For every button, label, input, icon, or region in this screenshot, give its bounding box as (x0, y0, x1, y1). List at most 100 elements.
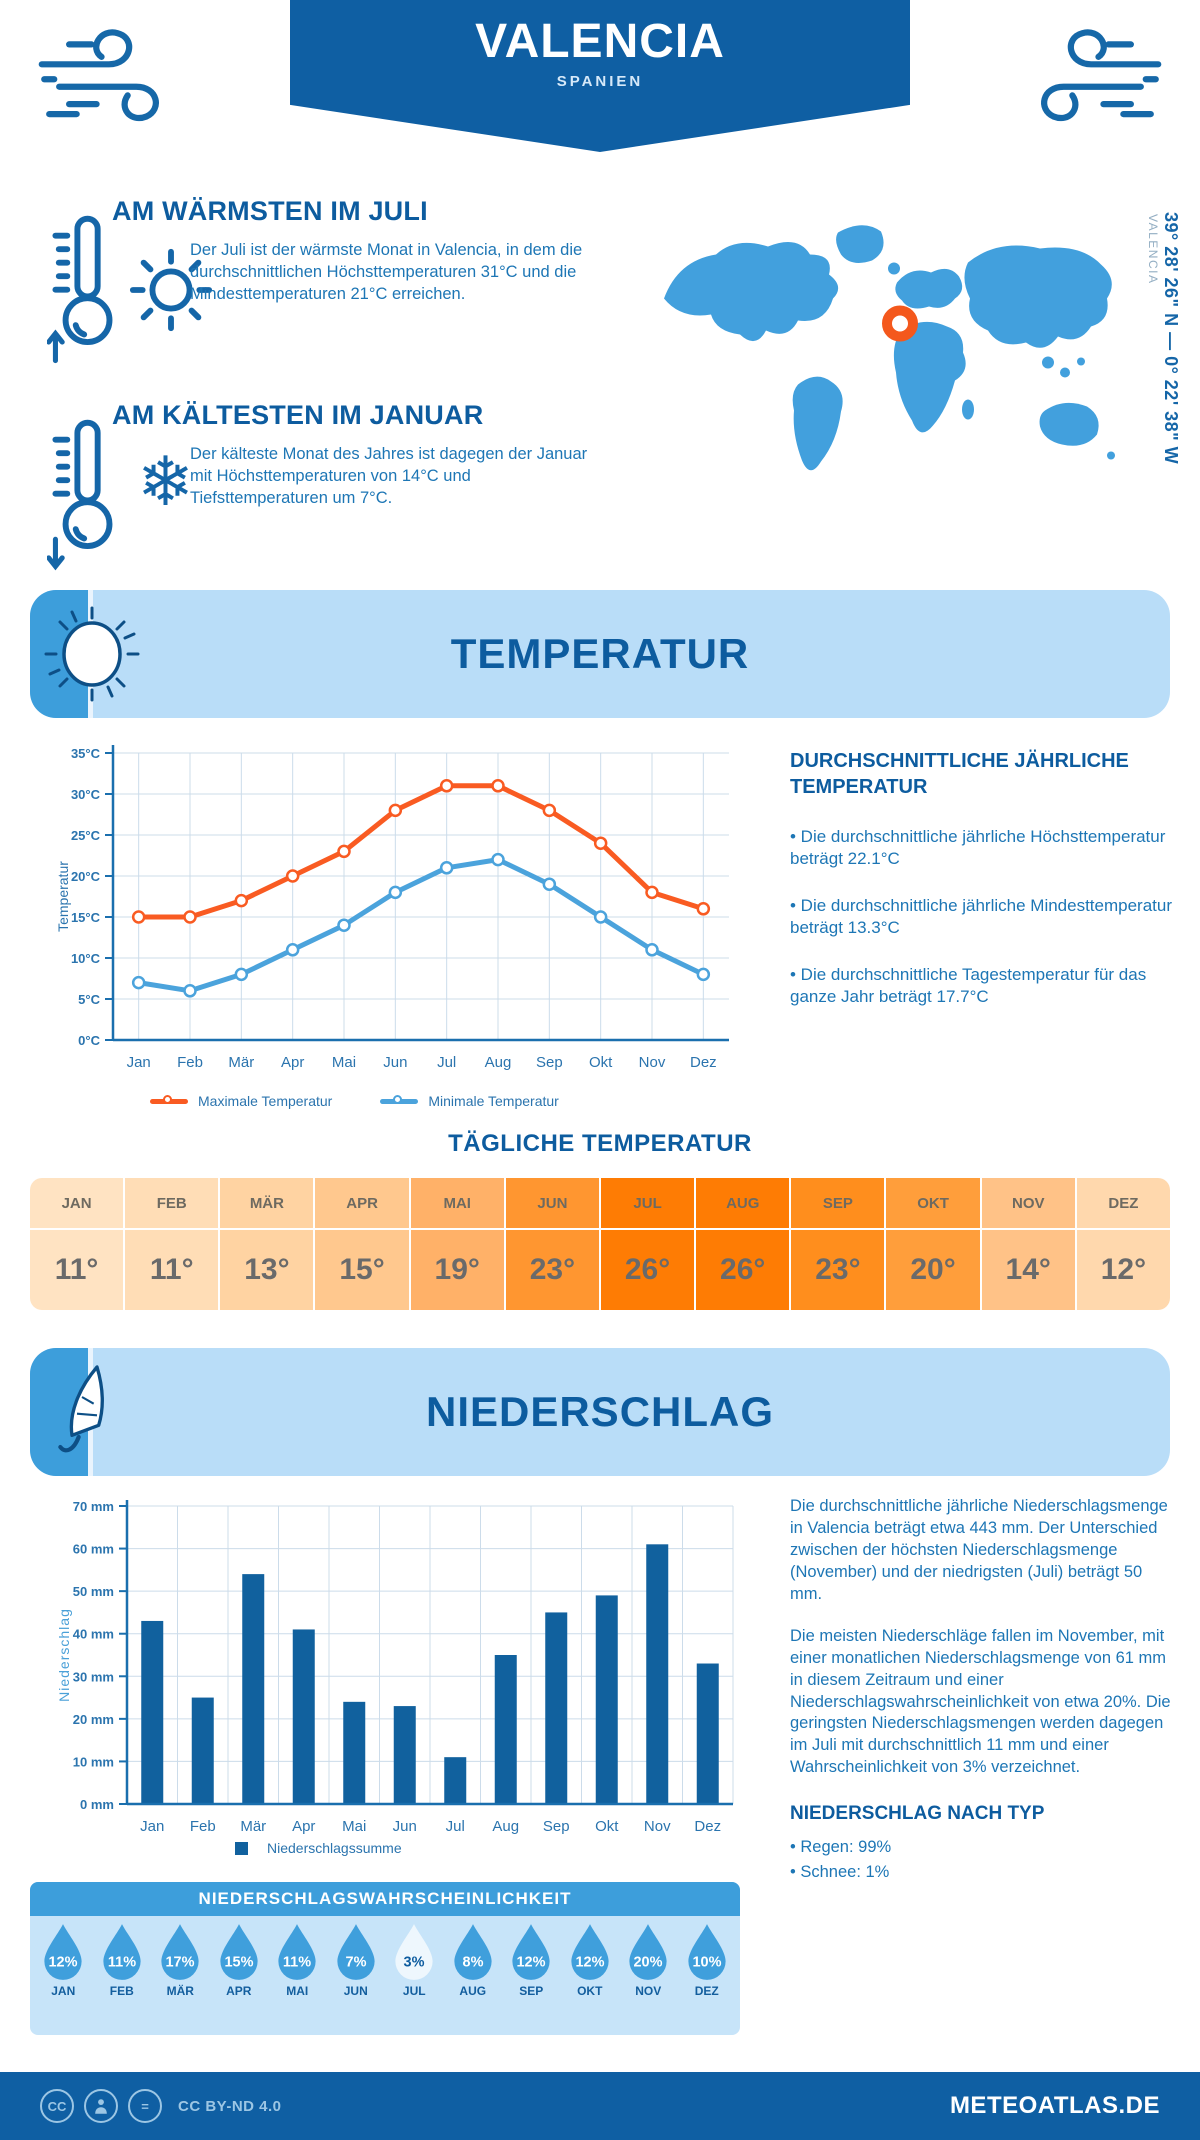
svg-text:Okt: Okt (589, 1054, 613, 1071)
svg-text:50 mm: 50 mm (73, 1584, 114, 1599)
svg-text:Mär: Mär (240, 1818, 266, 1835)
daily-temp-value: 23° (505, 1230, 599, 1310)
temperature-line-chart: 0°C 5°C 10°C 15°C 20°C 25°C 30°C 35°C Jan Feb Mär A… (55, 745, 729, 1071)
svg-text:20 mm: 20 mm (73, 1712, 114, 1727)
probability-droplet-row: 12% JAN 11% FEB 17% MÄR 15% APR 11% MAI 7% JUN 3% JUL… (30, 1916, 740, 1998)
svg-text:35°C: 35°C (71, 746, 101, 761)
svg-text:Dez: Dez (694, 1818, 721, 1835)
site-name: METEOATLAS.DE (949, 2092, 1160, 2119)
svg-text:Temperatur: Temperatur (55, 861, 71, 932)
svg-text:10°C: 10°C (71, 951, 101, 966)
raindrop-icon: 3% (395, 1924, 433, 1980)
daily-temp-month: SEP (791, 1178, 885, 1228)
svg-text:5°C: 5°C (78, 992, 100, 1007)
legend-label: Minimale Temperatur (428, 1093, 559, 1109)
probability-month-label: NOV (635, 1984, 662, 1998)
svg-text:Mär: Mär (228, 1054, 254, 1071)
probability-droplet: 8% AUG (444, 1922, 503, 1998)
daily-temp-value: 13° (220, 1230, 314, 1310)
daily-temp-value: 15° (315, 1230, 409, 1310)
daily-temp-month: JUL (600, 1178, 695, 1228)
daily-temperature-table: JAN FEB MÄR APR MAI JUN JUL AUG SEP OKT NOV DEZ 11° 1… (30, 1178, 1170, 1310)
svg-text:3%: 3% (404, 1954, 425, 1970)
precipitation-section-title: NIEDERSCHLAG (425, 1388, 775, 1435)
svg-text:20%: 20% (634, 1954, 663, 1970)
svg-text:0 mm: 0 mm (80, 1797, 114, 1812)
precipitation-text-block: Die durchschnittliche jährliche Niedersc… (790, 1496, 1176, 1885)
svg-text:10 mm: 10 mm (73, 1754, 114, 1769)
raindrop-icon: 20% (629, 1924, 667, 1980)
cc-icon: CC (40, 2089, 74, 2123)
raindrop-icon: 17% (161, 1924, 199, 1980)
raindrop-icon: 10% (688, 1924, 726, 1980)
probability-month-label: SEP (519, 1984, 544, 1998)
probability-droplet: 11% MAI (268, 1922, 327, 1998)
svg-text:Jul: Jul (437, 1054, 456, 1071)
legend-line-marker (150, 1095, 188, 1104)
legend-item: Maximale Temperatur (150, 1093, 332, 1109)
stat-bullet: • Die durchschnittliche jährliche Mindes… (790, 895, 1173, 938)
daily-temp-value: 26° (696, 1230, 790, 1310)
sun-band-icon (44, 606, 140, 702)
probability-month-label: JUN (343, 1984, 368, 1998)
daily-temp-value: 20° (886, 1230, 980, 1310)
header-banner: VALENCIA SPANIEN (290, 0, 910, 152)
probability-month-label: MAI (286, 1984, 309, 1998)
svg-text:70 mm: 70 mm (73, 1499, 114, 1514)
raindrop-icon: 8% (454, 1924, 492, 1980)
svg-text:30°C: 30°C (71, 787, 101, 802)
svg-text:Aug: Aug (485, 1054, 512, 1071)
legend-dot (393, 1095, 403, 1104)
map-coordinates-block: 39° 28' 26" N — 0° 22' 38" W VALENCIA (1146, 212, 1181, 542)
legend-item: Minimale Temperatur (380, 1093, 559, 1109)
svg-text:Sep: Sep (543, 1818, 570, 1835)
probability-month-label: MÄR (166, 1984, 194, 1998)
legend-label: Maximale Temperatur (198, 1093, 333, 1109)
precipitation-type-bullet: • Regen: 99% (790, 1838, 892, 1857)
probability-month-label: FEB (109, 1984, 134, 1998)
svg-text:Jun: Jun (393, 1818, 417, 1835)
svg-text:Jun: Jun (383, 1054, 407, 1071)
daily-temp-value: 26° (600, 1230, 695, 1310)
probability-droplet: 11% FEB (93, 1922, 152, 1998)
svg-text:Aug: Aug (492, 1818, 519, 1835)
legend-line-marker (380, 1095, 419, 1104)
svg-text:Nov: Nov (644, 1818, 671, 1835)
daily-temp-value: 23° (791, 1230, 885, 1310)
temperature-stats: DURCHSCHNITTLICHE JÄHRLICHE TEMPERATUR •… (790, 748, 1172, 1033)
svg-text:Mai: Mai (342, 1818, 366, 1835)
coldest-text: Der kälteste Monat des Jahres ist dagege… (190, 445, 588, 507)
svg-text:Dez: Dez (690, 1054, 717, 1071)
raindrop-icon: 11% (103, 1924, 141, 1980)
warmest-month-block: AM WÄRMSTEN IM JULI Der Juli ist der wär… (45, 196, 645, 391)
daily-temp-month: AUG (696, 1178, 790, 1228)
daily-temp-value: 14° (981, 1230, 1075, 1310)
svg-text:40 mm: 40 mm (73, 1627, 114, 1642)
svg-text:7%: 7% (345, 1954, 366, 1970)
page-subtitle: SPANIEN (556, 73, 644, 90)
daily-temp-month: MÄR (220, 1178, 314, 1228)
probability-month-label: APR (226, 1984, 252, 1998)
precipitation-chart-legend: Niederschlagssumme (235, 1840, 402, 1856)
raindrop-icon: 15% (220, 1924, 258, 1980)
daily-temp-month: FEB (125, 1178, 219, 1228)
temperature-chart-legend: Maximale Temperatur Minimale Temperatur (150, 1093, 559, 1109)
thermometer-warm-icon (47, 215, 113, 364)
footer-bar: CC = CC BY-ND 4.0 METEOATLAS.DE (0, 2072, 1200, 2140)
svg-text:10%: 10% (692, 1954, 721, 1970)
probability-month-label: OKT (577, 1984, 603, 1998)
svg-text:Apr: Apr (292, 1818, 315, 1835)
daily-temp-month: MAI (410, 1178, 504, 1228)
probability-droplet: 7% JUN (327, 1922, 386, 1998)
coldest-month-block: ❄ AM KÄLTESTEN IM JANUAR Der kälteste Mo… (45, 400, 645, 580)
svg-text:Niederschlag: Niederschlag (56, 1608, 72, 1702)
svg-text:Feb: Feb (177, 1054, 203, 1071)
temperature-stats-bullets: • Die durchschnittliche jährliche Höchst… (790, 826, 1172, 1009)
probability-month-label: DEZ (694, 1984, 719, 1998)
precipitation-type-bullet: • Schnee: 1% (790, 1863, 890, 1881)
wind-icon (38, 29, 159, 122)
svg-text:12%: 12% (575, 1954, 604, 1970)
svg-text:0°C: 0°C (78, 1033, 100, 1048)
svg-text:Nov: Nov (639, 1054, 666, 1071)
